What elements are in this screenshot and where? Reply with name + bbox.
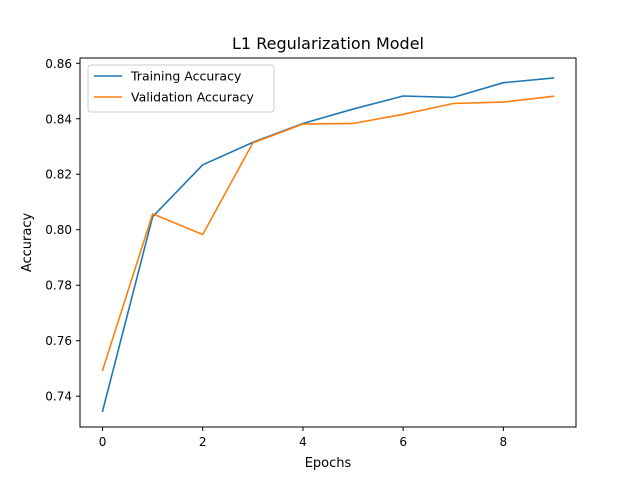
y-tick-label: 0.78 <box>45 279 72 293</box>
y-tick-label: 0.80 <box>45 223 72 237</box>
y-tick-label: 0.84 <box>45 112 72 126</box>
y-tick-label: 0.74 <box>45 390 72 404</box>
chart-title: L1 Regularization Model <box>232 34 424 53</box>
legend-label: Validation Accuracy <box>131 90 254 105</box>
y-axis: 0.74 0.76 0.78 0.80 0.82 0.84 0.86 <box>45 57 80 404</box>
series-line-training-accuracy <box>101 77 555 413</box>
y-tick-label: 0.86 <box>45 57 72 71</box>
y-axis-label: Accuracy <box>20 213 35 273</box>
y-tick-label: 0.82 <box>45 168 72 182</box>
plot-area <box>101 77 555 413</box>
x-tick-label: 4 <box>299 435 307 449</box>
x-tick-label: 8 <box>500 435 508 449</box>
x-tick-label: 0 <box>99 435 107 449</box>
x-tick-label: 6 <box>399 435 407 449</box>
y-tick-label: 0.76 <box>45 334 72 348</box>
legend-label: Training Accuracy <box>130 69 242 84</box>
axes-frame <box>79 57 577 428</box>
legend-box <box>87 64 275 113</box>
x-axis-label: Epochs <box>305 456 352 471</box>
x-axis: 0 2 4 6 8 <box>99 427 507 449</box>
series-line-validation-accuracy <box>101 95 555 372</box>
x-tick-label: 2 <box>199 435 207 449</box>
legend: Training Accuracy Validation Accuracy <box>87 64 275 113</box>
